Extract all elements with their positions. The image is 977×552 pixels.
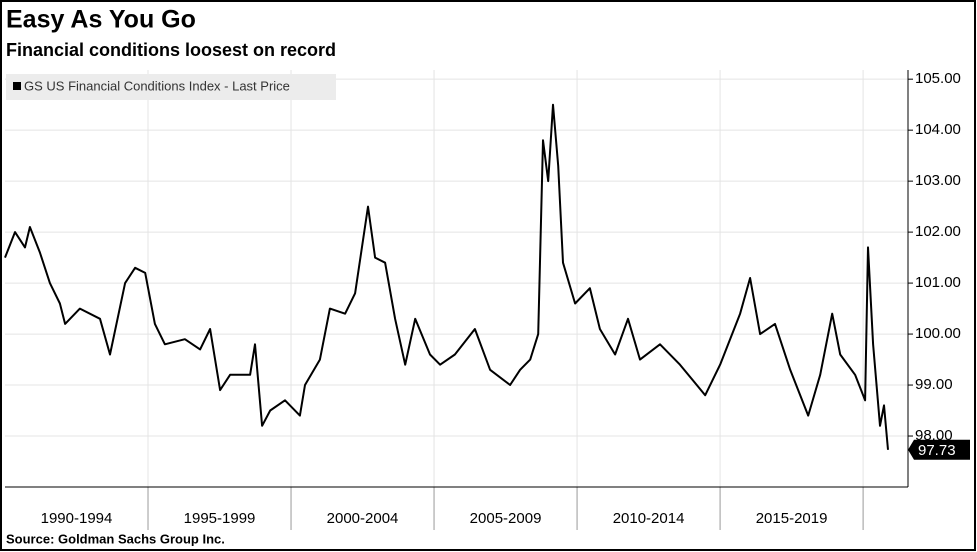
- source: Source: Goldman Sachs Group Inc.: [6, 531, 225, 546]
- y-tick-label: 100.00: [915, 325, 961, 342]
- x-tick-label: 2015-2019: [756, 510, 828, 527]
- last-price-pointer: [908, 439, 970, 460]
- legend-swatch: [13, 82, 21, 90]
- y-tick-label: 98.00: [915, 427, 953, 444]
- y-tick-label: 99.00: [915, 376, 953, 393]
- y-tick-label: 102.00: [915, 223, 961, 240]
- last-price-label: 97.73: [918, 442, 956, 459]
- chart-subtitle: Financial conditions loosest on record: [6, 40, 336, 60]
- x-tick-label: 2010-2014: [613, 510, 685, 527]
- y-tick-label: 103.00: [915, 172, 961, 189]
- legend-box: [6, 74, 336, 100]
- x-tick-label: 1990-1994: [41, 510, 113, 527]
- x-tick-label: 2005-2009: [470, 510, 542, 527]
- legend-label: GS US Financial Conditions Index - Last …: [24, 78, 290, 93]
- x-tick-label: 1995-1999: [184, 510, 256, 527]
- y-tick-label: 101.00: [915, 274, 961, 291]
- line: [4, 103, 889, 450]
- x-tick-label: 2000-2004: [327, 510, 399, 527]
- y-tick-label: 104.00: [915, 121, 961, 138]
- chart-title: Easy As You Go: [6, 6, 196, 34]
- y-tick-label: 105.00: [915, 70, 961, 87]
